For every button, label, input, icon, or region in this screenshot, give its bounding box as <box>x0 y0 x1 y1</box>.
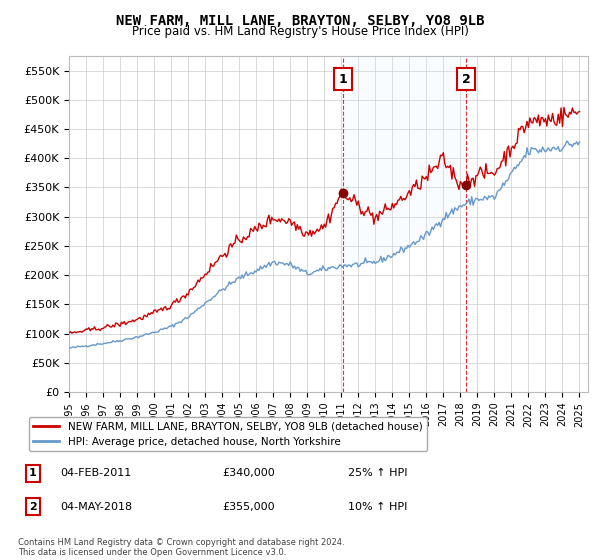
Text: 04-FEB-2011: 04-FEB-2011 <box>60 468 131 478</box>
Text: £340,000: £340,000 <box>222 468 275 478</box>
Text: Contains HM Land Registry data © Crown copyright and database right 2024.
This d: Contains HM Land Registry data © Crown c… <box>18 538 344 557</box>
Text: 10% ↑ HPI: 10% ↑ HPI <box>348 502 407 512</box>
Text: Price paid vs. HM Land Registry's House Price Index (HPI): Price paid vs. HM Land Registry's House … <box>131 25 469 38</box>
Legend: NEW FARM, MILL LANE, BRAYTON, SELBY, YO8 9LB (detached house), HPI: Average pric: NEW FARM, MILL LANE, BRAYTON, SELBY, YO8… <box>29 417 427 451</box>
Text: 2: 2 <box>462 73 470 86</box>
Text: 2: 2 <box>29 502 37 512</box>
Text: 1: 1 <box>338 73 347 86</box>
Text: 04-MAY-2018: 04-MAY-2018 <box>60 502 132 512</box>
Text: NEW FARM, MILL LANE, BRAYTON, SELBY, YO8 9LB: NEW FARM, MILL LANE, BRAYTON, SELBY, YO8… <box>116 14 484 28</box>
Text: £355,000: £355,000 <box>222 502 275 512</box>
Text: 25% ↑ HPI: 25% ↑ HPI <box>348 468 407 478</box>
Text: 1: 1 <box>29 468 37 478</box>
